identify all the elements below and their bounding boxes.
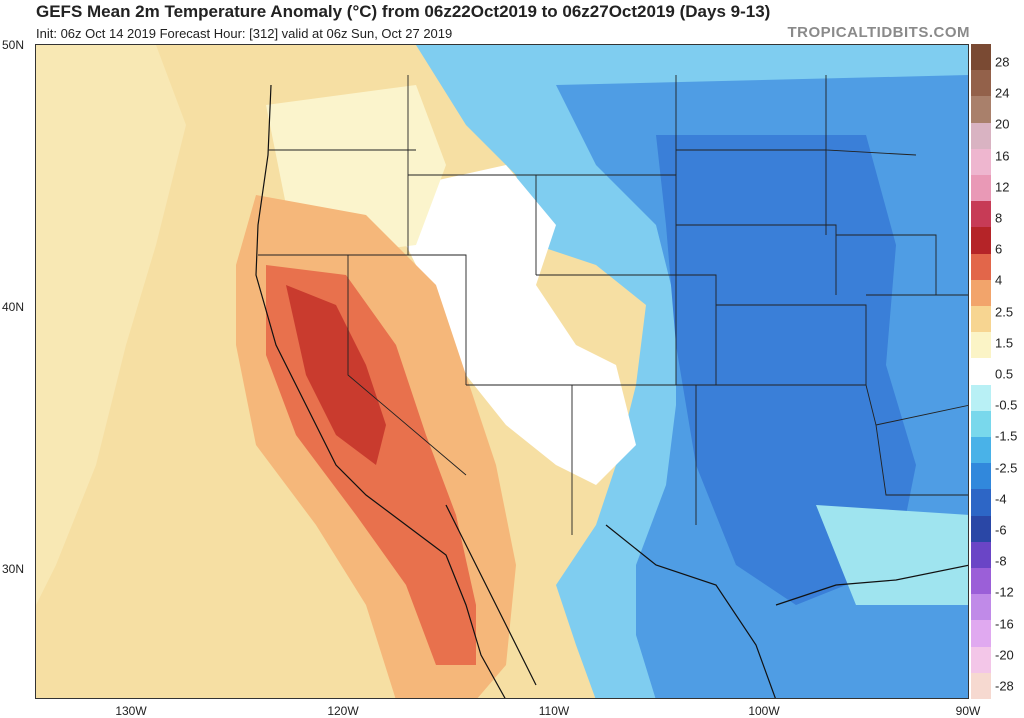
lat-label-50n: 50N: [2, 38, 25, 52]
map-title: GEFS Mean 2m Temperature Anomaly (°C) fr…: [36, 2, 771, 21]
colorbar-swatch: [971, 437, 991, 464]
lon-label-90w: 90W: [955, 704, 981, 718]
ocean-weak-field: [36, 45, 186, 605]
colorbar-label: 0.5: [995, 366, 1014, 382]
colorbar-swatch: [971, 122, 991, 150]
colorbar-swatch: [971, 541, 991, 569]
colorbar-swatch: [971, 410, 991, 438]
colorbar-swatch: [971, 568, 991, 595]
colorbar-label: -12: [995, 584, 1014, 600]
colorbar-swatch: [971, 227, 991, 255]
colorbar-swatch: [971, 594, 991, 621]
cold-core-field: [656, 135, 916, 605]
colorbar-swatch: [971, 620, 991, 648]
colorbar-label: 12: [995, 179, 1010, 195]
colorbar-swatch: [971, 175, 991, 202]
lon-label-120w: 120W: [327, 704, 359, 718]
lat-label-40n: 40N: [2, 300, 25, 314]
pacific-coastline: [255, 84, 506, 698]
colorbar-swatch: [971, 646, 991, 674]
colorbar-swatch: [971, 279, 991, 307]
colorbar-label: -8: [995, 553, 1007, 569]
colorbar: [971, 44, 991, 700]
colorbar-label: 16: [995, 148, 1010, 164]
state-borders: [258, 75, 968, 535]
colorbar-label: -2.5: [995, 460, 1018, 476]
map-canvas: [36, 45, 968, 698]
lon-label-110w: 110W: [538, 704, 570, 718]
texas-border: [605, 524, 776, 698]
lon-label-100w: 100W: [748, 704, 780, 718]
colorbar-swatch: [971, 515, 991, 543]
colorbar-label: 24: [995, 85, 1010, 101]
lat-label-30n: 30N: [2, 562, 25, 576]
colorbar-swatch: [971, 384, 991, 412]
colorbar-label: 4: [995, 272, 1003, 288]
colorbar-swatch: [971, 201, 991, 228]
colorbar-label: -20: [995, 647, 1014, 663]
gulf-coastline: [775, 564, 968, 606]
lon-label-130w: 130W: [115, 704, 147, 718]
colorbar-label: 2.5: [995, 304, 1014, 320]
gulf-of-california-coast: [445, 504, 537, 686]
colorbar-label: 28: [995, 54, 1010, 70]
colorbar-swatch: [971, 358, 991, 386]
map-subtitle: Init: 06z Oct 14 2019 Forecast Hour: [31…: [36, 26, 453, 41]
colorbar-swatch: [971, 463, 991, 490]
colorbar-label: -28: [995, 678, 1014, 694]
colorbar-swatch: [971, 306, 991, 333]
neutral-field: [406, 165, 636, 485]
colorbar-swatch: [971, 332, 991, 359]
colorbar-label: -16: [995, 616, 1014, 632]
anomaly-map: [35, 44, 969, 699]
colorbar-swatch: [971, 672, 991, 700]
colorbar-label: 20: [995, 116, 1010, 132]
warm-core-field: [286, 285, 386, 465]
colorbar-label: 1.5: [995, 335, 1014, 351]
colorbar-label: -4: [995, 491, 1007, 507]
colorbar-label: 6: [995, 241, 1003, 257]
colorbar-label: -6: [995, 522, 1007, 538]
colorbar-swatch: [971, 44, 991, 71]
colorbar-label: 8: [995, 210, 1003, 226]
southeast-cool-field: [816, 505, 968, 605]
colorbar-swatch: [971, 148, 991, 176]
colorbar-swatch: [971, 253, 991, 281]
brand-watermark: TROPICALTIDBITS.COM: [787, 24, 970, 41]
colorbar-label: -0.5: [995, 397, 1018, 413]
colorbar-swatch: [971, 489, 991, 517]
colorbar-swatch: [971, 70, 991, 97]
colorbar-swatch: [971, 96, 991, 124]
colorbar-label: -1.5: [995, 428, 1018, 444]
